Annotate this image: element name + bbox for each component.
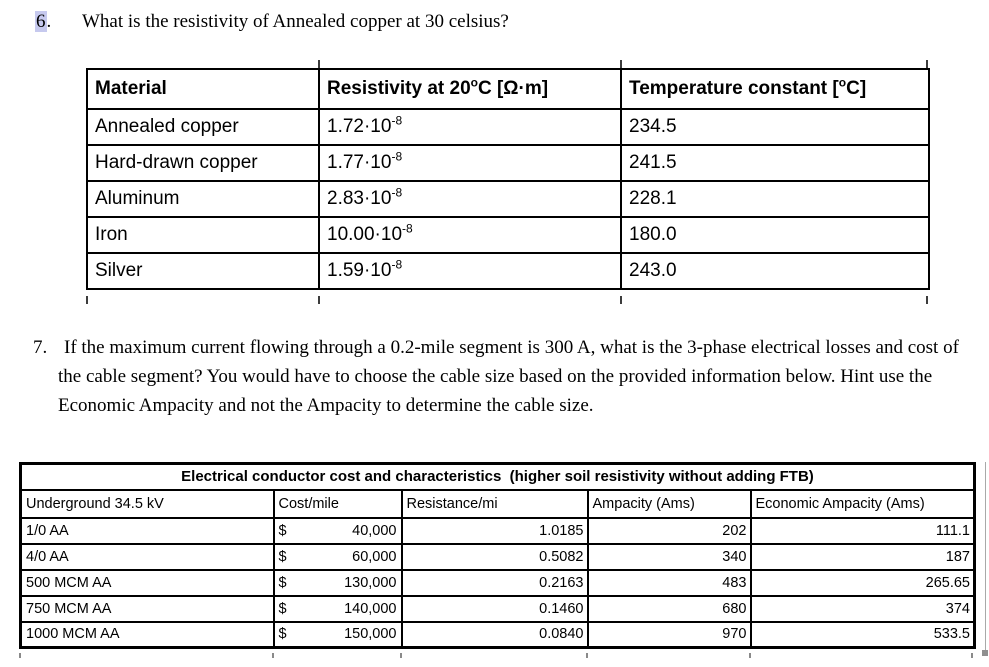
- table1-bottom-stub: [620, 296, 622, 304]
- header-cost-per-mile: Cost/mile: [272, 488, 403, 519]
- cell-resistivity: 10.00·10-8: [318, 216, 622, 254]
- cell-size: 1/0 AA: [19, 516, 275, 545]
- cell-temperature: 243.0: [620, 252, 930, 290]
- cell-size: 750 MCM AA: [19, 594, 275, 623]
- currency-symbol: $: [278, 600, 287, 617]
- header-ampacity: Ampacity (Ams): [586, 488, 752, 519]
- table-row: 4/0 AA $60,000 0.5082 340 187: [19, 542, 976, 571]
- cell-temperature: 180.0: [620, 216, 930, 254]
- cell-cost: $40,000: [272, 516, 403, 545]
- cell-economic-ampacity: 533.5: [749, 620, 976, 649]
- resistivity-table-header-row: Material Resistivity at 20oC [Ω·m] Tempe…: [86, 68, 930, 110]
- cell-temperature: 234.5: [620, 108, 930, 146]
- header-material: Material: [86, 68, 320, 110]
- table-row: Annealed copper 1.72·10-8 234.5: [86, 108, 930, 146]
- table-row: 750 MCM AA $140,000 0.1460 680 374: [19, 594, 976, 623]
- header-resistivity: Resistivity at 20oC [Ω·m]: [318, 68, 622, 110]
- cell-resistance: 0.2163: [400, 568, 589, 597]
- table-row: Hard-drawn copper 1.77·10-8 241.5: [86, 144, 930, 182]
- question-6-number: 6.: [35, 7, 82, 36]
- table-row: Iron 10.00·10-8 180.0: [86, 216, 930, 254]
- cell-size: 500 MCM AA: [19, 568, 275, 597]
- table-row: Silver 1.59·10-8 243.0: [86, 252, 930, 290]
- cell-resistance: 1.0185: [400, 516, 589, 545]
- cell-economic-ampacity: 265.65: [749, 568, 976, 597]
- table2-bottom-stub: [400, 653, 402, 658]
- table1-bottom-stub: [318, 296, 320, 304]
- cell-size: 4/0 AA: [19, 542, 275, 571]
- table1-top-stub: [926, 60, 928, 68]
- cell-economic-ampacity: 187: [749, 542, 976, 571]
- conductor-table-title: Electrical conductor cost and characteri…: [19, 462, 976, 491]
- currency-symbol: $: [278, 574, 287, 591]
- cell-resistivity: 1.77·10-8: [318, 144, 622, 182]
- table1-top-stub: [620, 60, 622, 68]
- currency-symbol: $: [278, 522, 287, 539]
- conductor-table-title-row: Electrical conductor cost and characteri…: [19, 462, 976, 491]
- table2-bottom-stub: [19, 653, 21, 658]
- cell-resistivity: 1.72·10-8: [318, 108, 622, 146]
- question-6: 6. What is the resistivity of Annealed c…: [35, 7, 509, 36]
- cell-size: 1000 MCM AA: [19, 620, 275, 649]
- cell-ampacity: 680: [586, 594, 752, 623]
- cell-cost: $140,000: [272, 594, 403, 623]
- table-row: Aluminum 2.83·10-8 228.1: [86, 180, 930, 218]
- cell-resistance: 0.1460: [400, 594, 589, 623]
- cell-economic-ampacity: 374: [749, 594, 976, 623]
- question-7-text: If the maximum current flowing through a…: [58, 337, 959, 416]
- table2-bottom-stub: [971, 653, 973, 658]
- cell-resistance: 0.0840: [400, 620, 589, 649]
- cell-economic-ampacity: 111.1: [749, 516, 976, 545]
- cell-ampacity: 970: [586, 620, 752, 649]
- table-row: 1/0 AA $40,000 1.0185 202 111.1: [19, 516, 976, 545]
- cell-ampacity: 340: [586, 542, 752, 571]
- table-row: 500 MCM AA $130,000 0.2163 483 265.65: [19, 568, 976, 597]
- question-6-number-dot: .: [46, 11, 52, 32]
- table1-bottom-stub: [86, 296, 88, 304]
- question-7: 7. If the maximum current flowing throug…: [33, 333, 981, 420]
- cell-material: Annealed copper: [86, 108, 320, 146]
- header-economic-ampacity: Economic Ampacity (Ams): [749, 488, 976, 519]
- cell-ampacity: 483: [586, 568, 752, 597]
- cell-resistivity: 2.83·10-8: [318, 180, 622, 218]
- resistivity-table: Material Resistivity at 20oC [Ω·m] Tempe…: [86, 68, 930, 290]
- header-underground: Underground 34.5 kV: [19, 488, 275, 519]
- header-temperature-constant: Temperature constant [oC]: [620, 68, 930, 110]
- table-row: 1000 MCM AA $150,000 0.0840 970 533.5: [19, 620, 976, 649]
- cell-material: Iron: [86, 216, 320, 254]
- table1-bottom-stub: [926, 296, 928, 304]
- cell-material: Hard-drawn copper: [86, 144, 320, 182]
- cell-temperature: 228.1: [620, 180, 930, 218]
- table2-corner-handle: [982, 650, 988, 656]
- header-resistance-per-mi: Resistance/mi: [400, 488, 589, 519]
- question-6-text: What is the resistivity of Annealed copp…: [82, 11, 509, 32]
- question-7-number: 7.: [33, 337, 48, 358]
- cell-resistivity: 1.59·10-8: [318, 252, 622, 290]
- currency-symbol: $: [278, 548, 287, 565]
- conductor-cost-table: Electrical conductor cost and characteri…: [19, 462, 976, 649]
- table2-bottom-stub: [586, 653, 588, 658]
- cell-resistance: 0.5082: [400, 542, 589, 571]
- currency-symbol: $: [278, 626, 287, 643]
- table2-bottom-stub: [272, 653, 274, 658]
- conductor-table-header-row: Underground 34.5 kV Cost/mile Resistance…: [19, 488, 976, 519]
- cell-cost: $150,000: [272, 620, 403, 649]
- cell-ampacity: 202: [586, 516, 752, 545]
- question-6-number-highlight: 6: [35, 11, 47, 32]
- cell-temperature: 241.5: [620, 144, 930, 182]
- cell-cost: $60,000: [272, 542, 403, 571]
- cell-material: Aluminum: [86, 180, 320, 218]
- table2-right-edge-line: [985, 462, 986, 652]
- table1-top-stub: [318, 60, 320, 68]
- cell-material: Silver: [86, 252, 320, 290]
- table2-bottom-stub: [749, 653, 751, 658]
- cell-cost: $130,000: [272, 568, 403, 597]
